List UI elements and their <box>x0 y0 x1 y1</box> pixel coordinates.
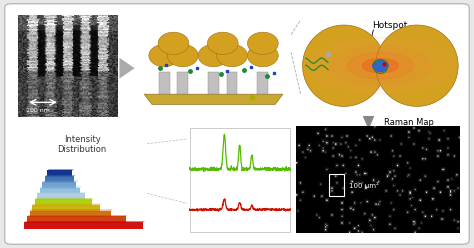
Ellipse shape <box>373 60 388 72</box>
Polygon shape <box>329 45 431 86</box>
Polygon shape <box>363 116 374 129</box>
Ellipse shape <box>198 44 229 67</box>
Ellipse shape <box>149 44 180 67</box>
Polygon shape <box>42 181 78 182</box>
Ellipse shape <box>158 32 189 55</box>
FancyBboxPatch shape <box>5 4 469 244</box>
Text: Hotspot: Hotspot <box>373 21 408 30</box>
Polygon shape <box>47 170 73 177</box>
Ellipse shape <box>208 32 238 55</box>
Polygon shape <box>29 210 113 211</box>
Ellipse shape <box>302 25 385 106</box>
Bar <box>257 72 268 94</box>
Polygon shape <box>144 94 283 104</box>
Polygon shape <box>25 221 145 222</box>
Ellipse shape <box>375 25 458 106</box>
Polygon shape <box>32 204 102 205</box>
Polygon shape <box>37 192 87 193</box>
Polygon shape <box>29 211 111 217</box>
Polygon shape <box>37 193 85 200</box>
Polygon shape <box>309 37 452 94</box>
Polygon shape <box>45 176 74 183</box>
Polygon shape <box>27 215 127 217</box>
Polygon shape <box>27 217 126 223</box>
Text: 200 nm: 200 nm <box>26 108 50 113</box>
Polygon shape <box>25 222 144 229</box>
Polygon shape <box>35 199 91 206</box>
Polygon shape <box>42 182 76 188</box>
Polygon shape <box>40 188 80 194</box>
Text: Raman Map: Raman Map <box>384 118 434 126</box>
Ellipse shape <box>217 44 247 67</box>
Text: Intensity
Distribution: Intensity Distribution <box>57 135 107 155</box>
Polygon shape <box>32 205 100 212</box>
Bar <box>208 72 219 94</box>
Text: 100 μm²: 100 μm² <box>348 182 378 189</box>
Polygon shape <box>40 186 82 188</box>
Ellipse shape <box>247 32 278 55</box>
Bar <box>227 72 237 94</box>
Polygon shape <box>45 175 75 176</box>
Ellipse shape <box>167 44 198 67</box>
Polygon shape <box>35 198 93 199</box>
Polygon shape <box>119 58 135 79</box>
Polygon shape <box>347 53 413 79</box>
Polygon shape <box>47 169 74 170</box>
Bar <box>329 175 344 196</box>
Polygon shape <box>363 59 398 73</box>
Bar <box>177 72 188 94</box>
Ellipse shape <box>247 44 278 67</box>
Bar <box>159 72 170 94</box>
